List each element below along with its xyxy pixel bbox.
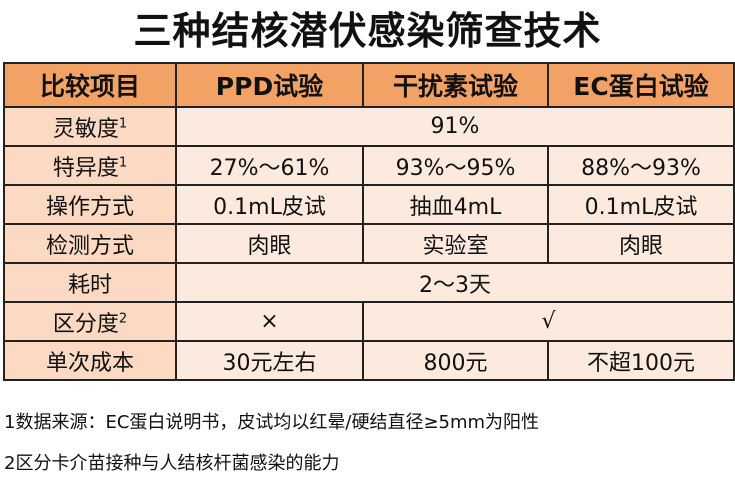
table-header-row: 比较项目 PPD试验 干扰素试验 EC蛋白试验 — [3, 62, 735, 108]
table-row-detection: 检测方式 肉眼 实验室 肉眼 — [3, 223, 735, 264]
cell-discrimination-ppd: × — [175, 301, 364, 342]
cell-detection-ec: 肉眼 — [547, 223, 735, 264]
header-igra: 干扰素试验 — [362, 62, 549, 108]
cell-specificity-igra: 93%～95% — [362, 145, 549, 186]
table-row-time: 耗时 2～3天 — [3, 262, 735, 303]
cell-method-igra: 抽血4mL — [362, 184, 549, 225]
cell-specificity-ec: 88%～93% — [547, 145, 735, 186]
cell-method-ec: 0.1mL皮试 — [547, 184, 735, 225]
cell-cost-ec: 不超100元 — [547, 340, 735, 381]
comparison-table: 比较项目 PPD试验 干扰素试验 EC蛋白试验 灵敏度1 91% 特异度1 27… — [3, 62, 735, 381]
header-item: 比较项目 — [3, 62, 177, 108]
cell-cost-igra: 800元 — [362, 340, 549, 381]
row-label-detection: 检测方式 — [3, 223, 177, 264]
row-label-discrimination: 区分度2 — [3, 301, 177, 342]
row-label-method: 操作方式 — [3, 184, 177, 225]
row-label-time: 耗时 — [3, 262, 177, 303]
cell-sensitivity-all: 91% — [175, 106, 735, 147]
cell-specificity-ppd: 27%～61% — [175, 145, 364, 186]
table-row-specificity: 特异度1 27%～61% 93%～95% 88%～93% — [3, 145, 735, 186]
footnote-1: 1数据来源：EC蛋白说明书，皮试均以红晕/硬结直径≥5mm为阳性 — [4, 412, 540, 433]
row-label-sensitivity: 灵敏度1 — [3, 106, 177, 147]
footnote-2: 2区分卡介苗接种与人结核杆菌感染的能力 — [4, 453, 340, 474]
table-row-sensitivity: 灵敏度1 91% — [3, 106, 735, 147]
header-ec: EC蛋白试验 — [547, 62, 735, 108]
cell-cost-ppd: 30元左右 — [175, 340, 364, 381]
table-row-discrimination: 区分度2 × √ — [3, 301, 735, 342]
cell-discrimination-igra-ec: √ — [362, 301, 735, 342]
cell-detection-ppd: 肉眼 — [175, 223, 364, 264]
row-label-cost: 单次成本 — [3, 340, 177, 381]
cell-time-all: 2～3天 — [175, 262, 735, 303]
page-title: 三种结核潜伏感染筛查技术 — [133, 9, 602, 53]
header-ppd: PPD试验 — [175, 62, 364, 108]
row-label-specificity: 特异度1 — [3, 145, 177, 186]
table-row-method: 操作方式 0.1mL皮试 抽血4mL 0.1mL皮试 — [3, 184, 735, 225]
cell-method-ppd: 0.1mL皮试 — [175, 184, 364, 225]
cell-detection-igra: 实验室 — [362, 223, 549, 264]
table-row-cost: 单次成本 30元左右 800元 不超100元 — [3, 340, 735, 381]
